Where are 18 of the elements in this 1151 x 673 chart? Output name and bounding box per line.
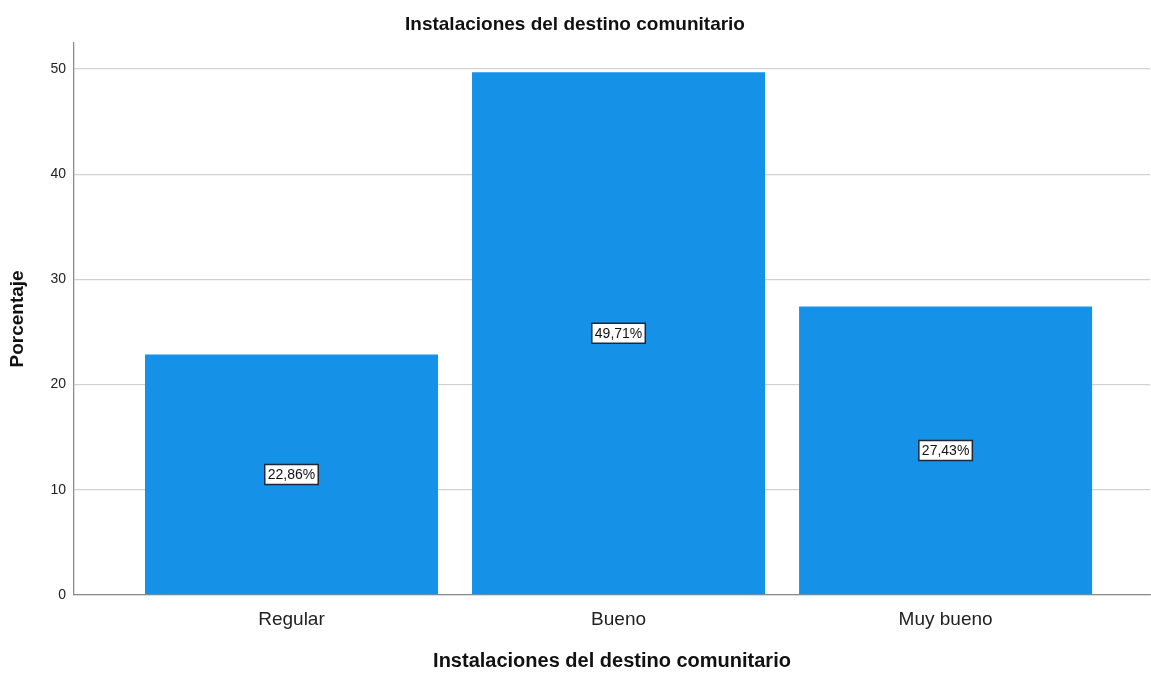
bar [144, 354, 439, 595]
x-tick-label: Regular [258, 607, 326, 629]
x-tick-label: Bueno [591, 607, 647, 629]
chart-title: Instalaciones del destino comunitario [405, 12, 745, 34]
x-axis-title: Instalaciones del destino comunitario [433, 648, 791, 671]
x-tick-label: Muy bueno [898, 607, 993, 629]
data-label: 27,43% [921, 442, 970, 459]
y-tick-label: 0 [58, 585, 67, 602]
y-tick-label: 30 [50, 270, 67, 287]
bar [472, 72, 766, 595]
y-tick-label: 50 [50, 59, 67, 76]
data-label: 22,86% [267, 466, 316, 483]
y-axis-title: Porcentaje [5, 270, 27, 368]
y-tick-label: 10 [50, 480, 67, 497]
y-tick-label: 20 [50, 375, 67, 392]
bar [799, 306, 1093, 595]
y-tick-label: 40 [50, 165, 67, 182]
data-label: 49,71% [594, 325, 643, 342]
